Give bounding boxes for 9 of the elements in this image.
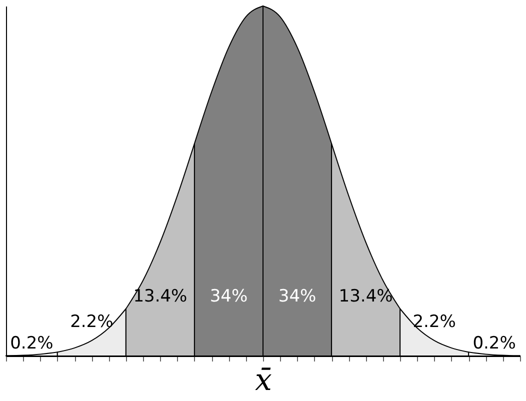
annotation: 2.2%: [412, 312, 456, 332]
annotation: 2.2%: [70, 312, 114, 332]
annotation: 34%: [210, 286, 248, 306]
x-axis-title: x̄: [255, 363, 272, 398]
annotation: 0.2%: [10, 334, 54, 354]
annotation: 13.4%: [338, 286, 393, 306]
annotation: 13.4%: [133, 286, 188, 306]
annotation: 34%: [278, 286, 316, 306]
annotation: 0.2%: [472, 334, 516, 354]
